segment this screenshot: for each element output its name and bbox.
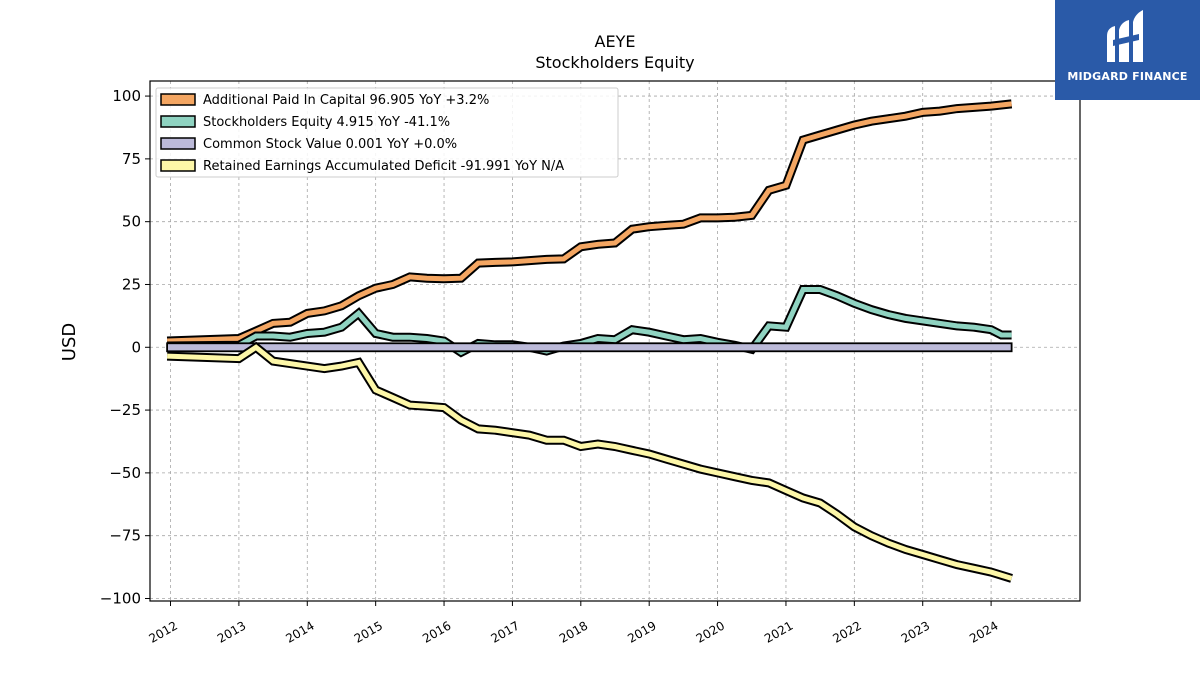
y-tick-label: 75 [122, 150, 141, 168]
legend-label: Common Stock Value 0.001 YoY +0.0% [203, 137, 457, 152]
x-tick-label: 2023 [899, 618, 932, 645]
plot-frame [149, 80, 1081, 602]
legend-swatch [160, 159, 196, 172]
logo-mark-icon [1107, 10, 1143, 62]
y-axis: 100 75 50 25 0 −25 −50 −75 −100 [100, 87, 150, 607]
y-tick-label: −75 [109, 527, 141, 545]
series-line [167, 344, 1013, 581]
series-layer [166, 99, 1013, 583]
legend-swatch [160, 115, 196, 128]
series-common-stock-band [166, 342, 1013, 353]
x-tick-label: 2016 [420, 618, 453, 645]
x-tick-label: 2014 [283, 618, 316, 645]
y-tick-label: −50 [109, 464, 141, 482]
y-axis-label: USD [59, 323, 80, 361]
x-tick-label: 2018 [557, 618, 590, 645]
midgard-finance-logo: MIDGARD FINANCE [1055, 0, 1200, 100]
x-tick-label: 2022 [830, 618, 863, 645]
logo-text: MIDGARD FINANCE [1067, 70, 1188, 83]
y-tick-label: 50 [122, 213, 141, 231]
y-tick-label: 25 [122, 275, 141, 293]
y-tick-label: −100 [100, 589, 141, 607]
legend-label: Additional Paid In Capital 96.905 YoY +3… [203, 93, 489, 108]
x-tick-label: 2015 [352, 618, 385, 645]
legend-swatch [160, 93, 196, 106]
y-tick-label: −25 [109, 401, 141, 419]
legend-swatch [160, 137, 196, 150]
legend: Additional Paid In Capital 96.905 YoY +3… [155, 87, 619, 178]
x-tick-label: 2021 [762, 618, 795, 645]
legend-label: Retained Earnings Accumulated Deficit -9… [203, 159, 564, 174]
x-tick-label: 2013 [215, 618, 248, 645]
chart-subtitle: Stockholders Equity [535, 53, 694, 72]
x-tick-label: 2020 [694, 618, 727, 645]
x-tick-label: 2012 [147, 618, 180, 645]
x-tick-label: 2017 [488, 618, 521, 645]
chart-title: AEYE [595, 32, 636, 51]
y-tick-label: 0 [131, 338, 141, 356]
x-tick-label: 2024 [967, 618, 1000, 645]
legend-label: Stockholders Equity 4.915 YoY -41.1% [203, 115, 450, 130]
legend-box [155, 87, 619, 178]
series-line [167, 101, 1012, 344]
x-axis: 2012 2013 2014 2015 2016 2017 2018 2019 2020 2021… [147, 601, 1001, 646]
y-tick-label: 100 [112, 87, 141, 105]
x-tick-label: 2019 [625, 618, 658, 645]
series-line [167, 287, 1012, 356]
